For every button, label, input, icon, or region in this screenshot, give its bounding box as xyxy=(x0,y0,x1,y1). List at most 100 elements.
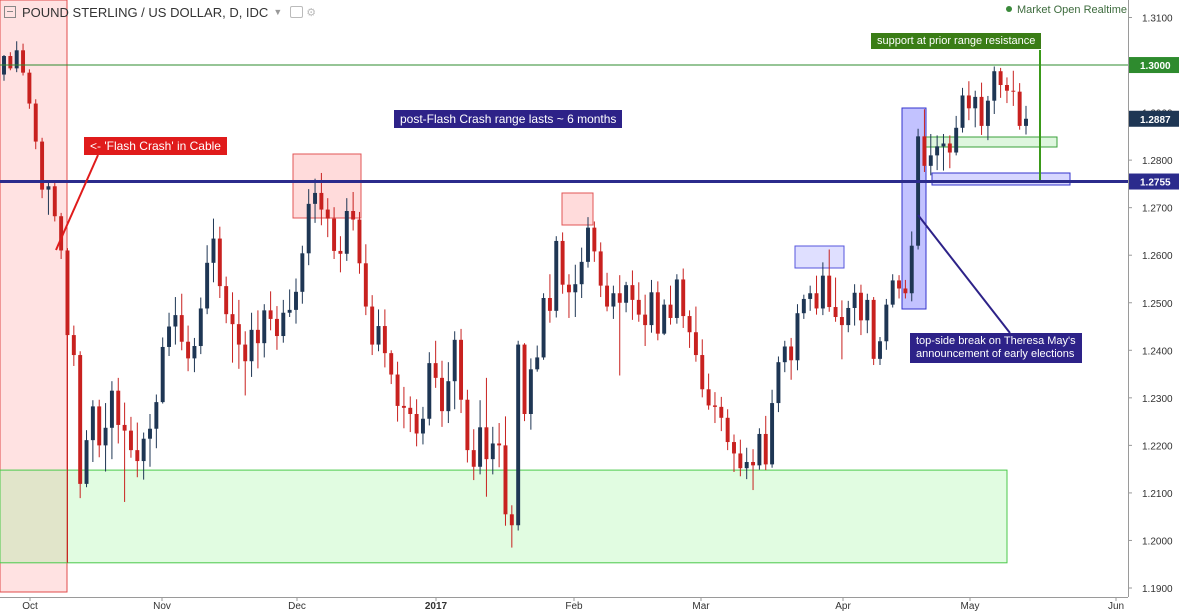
time-tick-label: Nov xyxy=(153,601,171,612)
candle-body xyxy=(186,341,191,359)
candle-body xyxy=(636,299,641,315)
candle-body xyxy=(21,50,26,73)
time-tick-label: 2017 xyxy=(425,601,448,612)
candle-body xyxy=(103,427,108,446)
price-tick-label: 1.2600 xyxy=(1142,251,1173,262)
candle-body xyxy=(478,427,483,467)
candle-body xyxy=(446,381,451,412)
chart-overlays xyxy=(0,50,1128,334)
candle-body xyxy=(655,292,660,334)
candle-body xyxy=(509,514,514,526)
candle-body xyxy=(712,405,717,407)
collapse-icon[interactable] xyxy=(4,6,16,18)
candle-body xyxy=(1024,118,1028,126)
candle-body xyxy=(287,309,292,313)
candle-body xyxy=(706,389,711,406)
candle-body xyxy=(757,433,762,466)
candle-body xyxy=(313,192,318,204)
candle-body xyxy=(770,403,775,465)
candle-body xyxy=(941,143,946,147)
candle-body xyxy=(516,344,521,526)
candle-body xyxy=(465,399,470,451)
candle-body xyxy=(725,417,730,443)
candle-body xyxy=(205,262,210,309)
price-tick-label: 1.2400 xyxy=(1142,346,1173,357)
candle-body xyxy=(471,450,476,467)
candle-body xyxy=(452,339,457,382)
candle-body xyxy=(820,275,825,309)
candle-body xyxy=(90,406,95,441)
candle-body xyxy=(154,402,159,429)
candle-body xyxy=(662,304,667,334)
chevron-down-icon[interactable]: ▼ xyxy=(273,7,283,17)
candle-body xyxy=(598,251,603,286)
support-annotation[interactable]: support at prior range resistance xyxy=(871,33,1042,49)
candle-body xyxy=(382,326,387,354)
retest-box xyxy=(931,172,1071,186)
candle-body xyxy=(1011,90,1016,92)
time-tick-label: Oct xyxy=(22,601,38,612)
candle-body xyxy=(262,310,267,344)
range-annotation[interactable]: post-Flash Crash range lasts ~ 6 months xyxy=(394,110,623,128)
price-tick-label: 1.2500 xyxy=(1142,299,1173,310)
price-axis[interactable]: 1.31001.30001.29001.28001.27001.26001.25… xyxy=(1128,0,1179,597)
candle-body xyxy=(281,312,286,337)
candle-body xyxy=(998,71,1003,86)
candle-body xyxy=(630,285,635,300)
candle-body xyxy=(966,95,971,109)
price-tick-label: 1.1900 xyxy=(1142,584,1173,595)
candle-body xyxy=(8,56,13,69)
candle-body xyxy=(351,210,356,220)
candle-body xyxy=(547,297,552,311)
price-label-badge xyxy=(1129,110,1179,127)
price-label-text: 1.3000 xyxy=(1140,61,1171,72)
candle-body xyxy=(973,96,978,109)
candle-body xyxy=(579,261,584,285)
symbol-title[interactable]: POUND STERLING / US DOLLAR, D, IDC xyxy=(22,4,269,20)
candle-body xyxy=(300,253,305,292)
breakout-box xyxy=(901,107,927,310)
candle-body xyxy=(306,203,311,254)
time-tick-label: Apr xyxy=(835,601,851,612)
election-annotation[interactable]: top-side break on Theresa May's announce… xyxy=(910,333,1082,363)
candle-body xyxy=(693,332,698,356)
gear-icon[interactable]: ⚙ xyxy=(306,6,317,19)
candle-body xyxy=(1004,85,1009,91)
candle-body xyxy=(230,314,235,325)
candle-body xyxy=(84,440,89,484)
candle-body xyxy=(909,245,914,294)
candle-body xyxy=(141,438,146,462)
flash-crash-annotation[interactable]: <- 'Flash Crash' in Cable xyxy=(84,137,227,155)
time-axis[interactable]: Oct Nov Dec 2017 Feb Mar Apr May Jun xyxy=(0,597,1128,612)
candle-body xyxy=(389,353,394,375)
candle-body xyxy=(535,357,540,370)
candle-body xyxy=(681,279,686,317)
candle-body xyxy=(801,298,806,314)
eye-icon[interactable] xyxy=(290,6,304,18)
dec-top-box xyxy=(292,153,362,219)
mar-top-box xyxy=(794,245,845,269)
candle-body xyxy=(243,344,248,362)
candle-body xyxy=(789,346,794,361)
candle-body xyxy=(751,462,756,466)
candle-body xyxy=(573,284,578,293)
candle-body xyxy=(979,96,984,126)
candle-body xyxy=(33,103,38,142)
candle-body xyxy=(732,442,736,454)
candle-body xyxy=(490,443,495,460)
status-dot-icon xyxy=(1005,6,1012,12)
candle-body xyxy=(624,285,629,303)
candle-body xyxy=(744,462,749,469)
candle-body xyxy=(357,219,362,264)
candle-body xyxy=(586,227,590,262)
candle-body xyxy=(344,210,349,254)
market-status: Market Open Realtime xyxy=(1005,4,1127,16)
candle-body xyxy=(960,95,965,128)
candle-body xyxy=(566,284,571,293)
candle-body xyxy=(59,216,64,251)
candle-body xyxy=(148,428,152,439)
candle-body xyxy=(274,318,279,337)
candle-body xyxy=(935,146,940,156)
candle-body xyxy=(928,155,933,166)
